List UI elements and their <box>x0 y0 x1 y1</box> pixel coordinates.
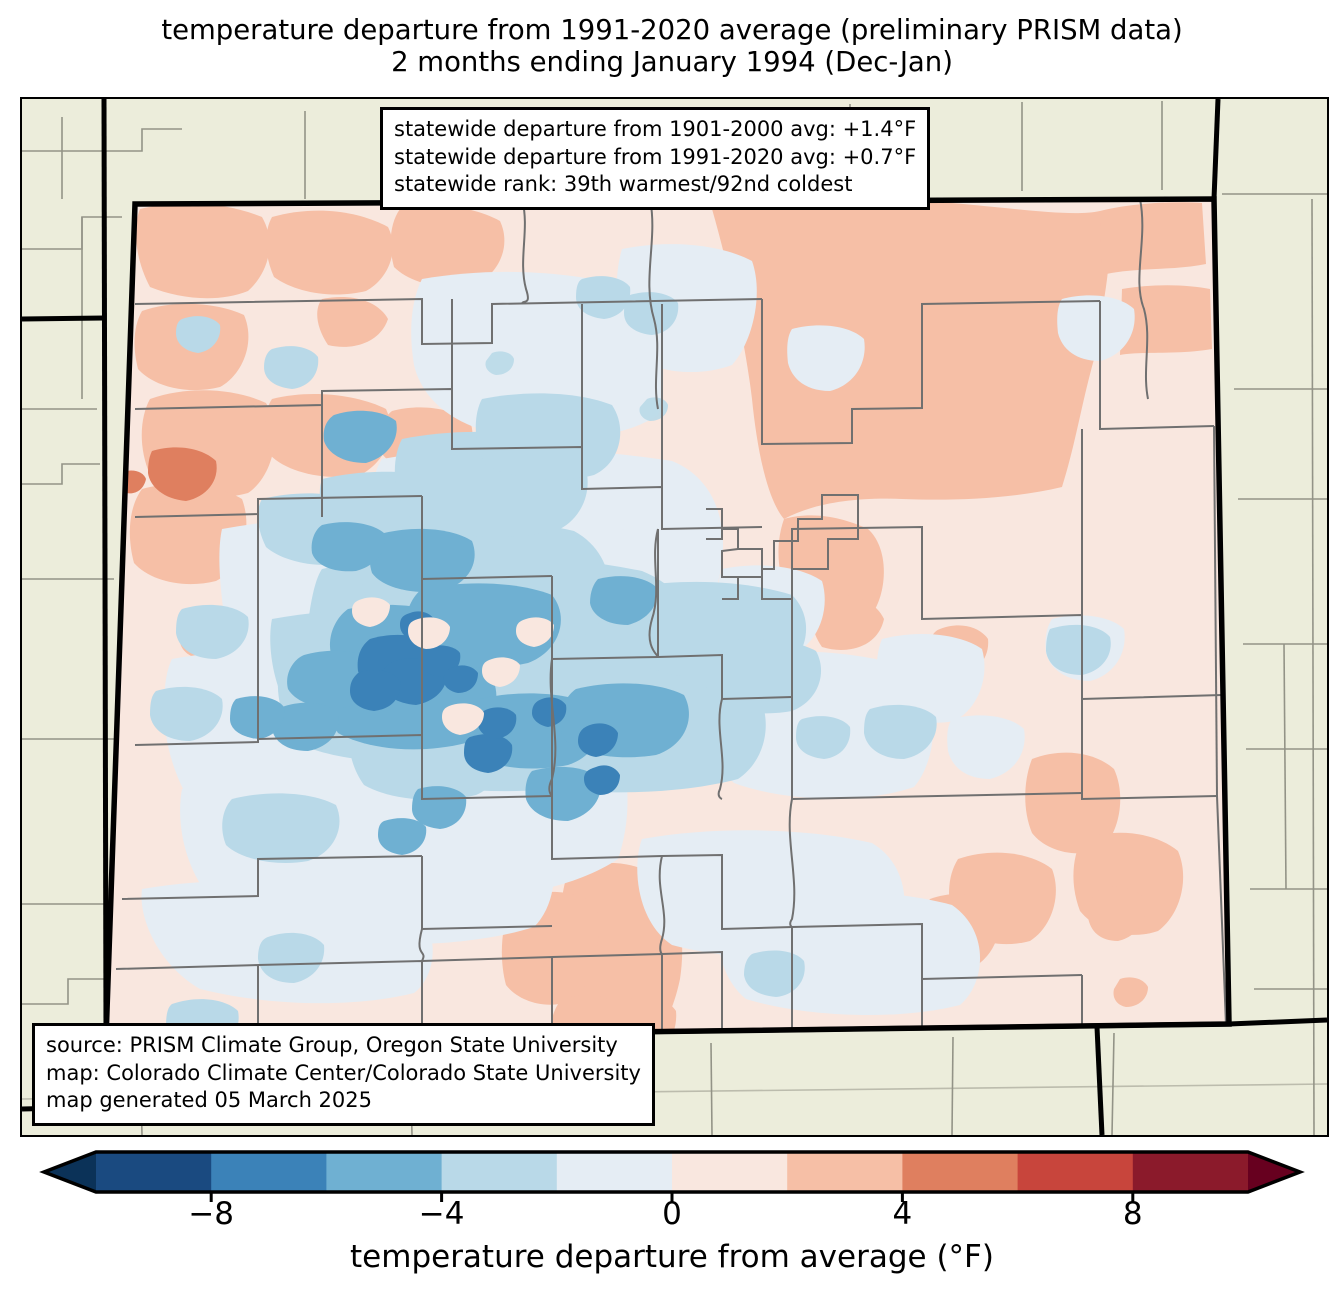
colorbar-band-8 <box>1017 1152 1134 1192</box>
stat-departure-1901-2000: statewide departure from 1901-2000 avg: … <box>394 117 917 141</box>
colorbar-swatches <box>39 1150 1305 1202</box>
colorbar-tick-label-4: 8 <box>1122 1196 1143 1232</box>
colorbar-band-3 <box>441 1152 558 1192</box>
colorado-temperature-anomaly-map <box>22 99 1327 1135</box>
title-line-2: 2 months ending January 1994 (Dec-Jan) <box>391 46 953 79</box>
colorbar-tick-label-0: −8 <box>188 1196 235 1232</box>
colorbar-tick-label-3: 4 <box>892 1196 913 1232</box>
colorbar-tick-label-2: 0 <box>662 1196 682 1232</box>
colorbar-under-arrow <box>44 1152 96 1192</box>
colorbar-band-9 <box>1132 1152 1249 1192</box>
colorbar-tick-label-1: −4 <box>418 1196 465 1232</box>
colorbar-band-5 <box>672 1152 788 1192</box>
colorbar-band-1 <box>211 1152 327 1192</box>
anomaly-raster <box>106 199 1229 1039</box>
chart-title: temperature departure from 1991-2020 ave… <box>0 14 1344 79</box>
colorbar-band-7 <box>902 1152 1019 1192</box>
map-frame: statewide departure from 1901-2000 avg: … <box>20 97 1329 1137</box>
source-line: source: PRISM Climate Group, Oregon Stat… <box>46 1033 618 1057</box>
colorbar-band-2 <box>326 1152 443 1192</box>
colorbar-band-0 <box>96 1152 212 1192</box>
colorbar-outline <box>39 1150 1305 1194</box>
colorbar-band-6 <box>787 1152 903 1192</box>
colorbar-band-4 <box>556 1152 673 1192</box>
statistics-box: statewide departure from 1901-2000 avg: … <box>380 107 931 210</box>
stat-departure-1991-2020: statewide departure from 1991-2020 avg: … <box>394 144 917 169</box>
map-generated-line: map generated 05 March 2025 <box>46 1088 373 1112</box>
colorbar-tick-labels: −8 −4 0 4 8 <box>0 1196 1344 1240</box>
colorbar-over-arrow <box>1248 1152 1300 1192</box>
colorbar <box>0 1146 1344 1206</box>
stat-statewide-rank: statewide rank: 39th warmest/92nd coldes… <box>394 172 853 196</box>
map-credit-line: map: Colorado Climate Center/Colorado St… <box>46 1060 641 1085</box>
source-box: source: PRISM Climate Group, Oregon Stat… <box>32 1023 655 1126</box>
title-line-1: temperature departure from 1991-2020 ave… <box>161 14 1183 46</box>
county-boundaries <box>115 199 1227 1034</box>
colorbar-axis-label: temperature departure from average (°F) <box>350 1239 994 1275</box>
